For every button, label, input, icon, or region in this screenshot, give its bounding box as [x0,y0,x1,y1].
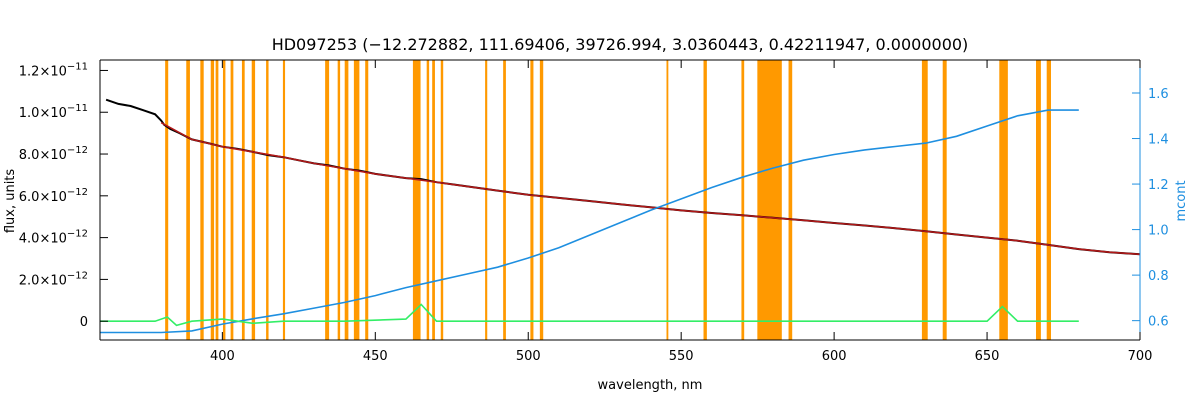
y2-tick-label: 1.4 [1148,133,1169,148]
x-tick-label: 600 [822,349,847,364]
masked-band-32 [1036,60,1041,340]
masked-band-18 [432,60,435,340]
masked-band-16 [412,60,421,340]
ticks: 400 450 500 550 600 650 700 1.2×10−11 1.0×10−11 8… [19,60,1169,364]
x-axis-title: wavelength, nm [598,378,703,393]
masked-band-6 [230,60,234,340]
series-observed [105,98,1141,256]
y-tick-label: 8.0×10−12 [19,145,88,163]
masked-band-26 [741,60,745,340]
y-tick-label: 1.0×10−11 [19,103,88,121]
masked-band-33 [1046,60,1051,340]
y2-tick-label: 1.2 [1148,178,1169,193]
masked-band-12 [337,60,341,340]
x-tick-label: 700 [1128,349,1153,364]
x-tick-label: 650 [975,349,1000,364]
masked-band-3 [210,60,215,340]
y2-tick-label: 0.6 [1148,315,1169,330]
y-tick-label: 6.0×10−12 [19,187,88,205]
y-tick-label: 0 [80,315,88,330]
masked-band-24 [666,60,669,340]
series-lines [100,98,1141,334]
x-tick-label: 450 [363,349,388,364]
masked-band-10 [282,60,286,340]
masked-band-20 [485,60,488,340]
masked-band-7 [241,60,245,340]
series-mcont [100,109,1079,334]
masked-band-29 [921,60,928,340]
masked-band-1 [186,60,190,340]
masked-band-5 [222,60,226,340]
masked-band-11 [325,60,330,340]
y2-tick-label: 1.0 [1148,224,1169,239]
y2-axis-title: mcont [1174,180,1189,221]
y-tick-label: 1.2×10−11 [19,61,88,79]
masked-band-22 [530,60,534,340]
masked-band-9 [266,60,269,340]
series-model [160,121,1141,256]
series-residual [100,303,1079,327]
masked-band-15 [365,60,369,340]
y2-tick-label: 0.8 [1148,269,1169,284]
masked-band-30 [942,60,947,340]
masked-band-27 [757,60,782,340]
x-tick-label: 550 [669,349,694,364]
masked-band-2 [200,60,204,340]
masked-band-13 [344,60,349,340]
masked-band-28 [788,60,793,340]
masked-band-19 [440,60,444,340]
y2-tick-label: 1.6 [1148,87,1169,102]
masked-band-14 [353,60,360,340]
masked-band-0 [165,60,169,340]
axes [99,59,1141,341]
y-tick-label: 4.0×10−12 [19,229,88,247]
y-tick-label: 2.0×10−12 [19,270,88,288]
masked-band-17 [426,60,430,340]
masked-band-4 [215,60,219,340]
x-tick-label: 400 [210,349,235,364]
x-tick-label: 500 [516,349,541,364]
masked-band-21 [503,60,506,340]
masked-band-8 [251,60,256,340]
masked-bands [165,60,1051,340]
y-axis-title: flux, units [3,169,18,234]
masked-band-31 [999,60,1008,340]
chart-title: HD097253 (−12.272882, 111.69406, 39726.9… [272,35,969,54]
masked-band-23 [539,60,544,340]
masked-band-25 [703,60,707,340]
